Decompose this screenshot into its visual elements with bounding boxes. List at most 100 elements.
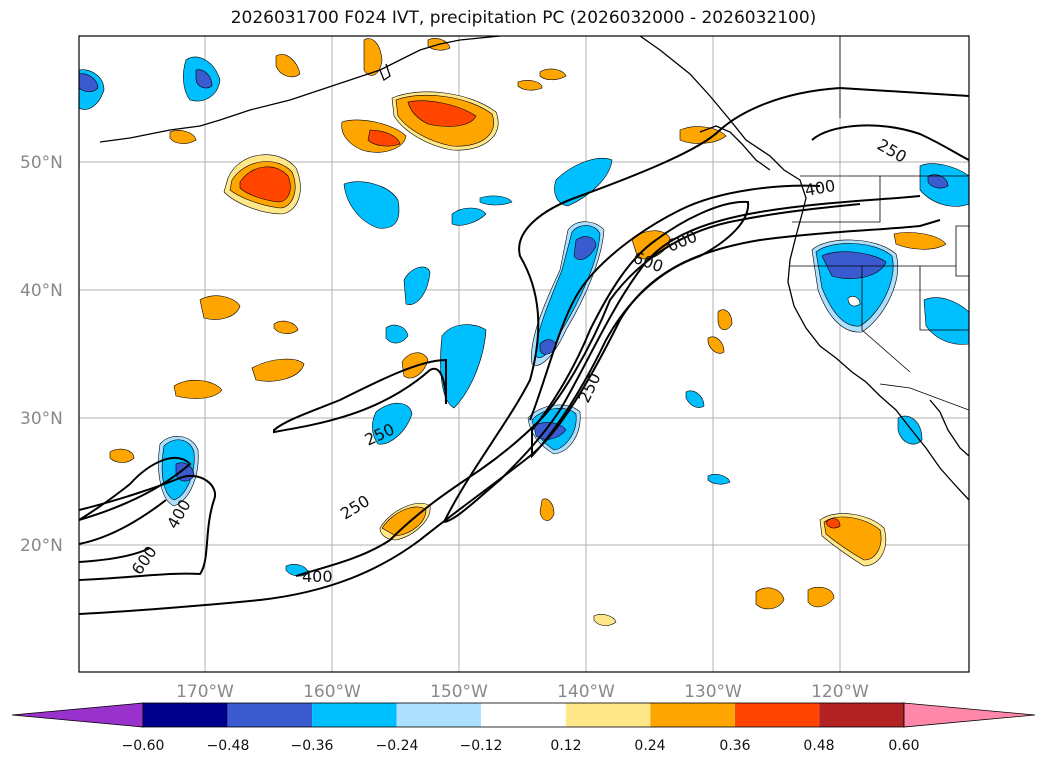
precip-pos-area	[367, 129, 401, 147]
colorbar-tick-label: −0.12	[460, 738, 503, 754]
us-state-border	[955, 225, 969, 277]
precip-neg-area	[685, 390, 705, 408]
colorbar-segment	[819, 703, 904, 727]
precip-neg-area	[440, 324, 487, 409]
colorbar-extension-high	[903, 702, 1036, 728]
ivt-contour-250	[79, 219, 941, 615]
precip-pos-area	[823, 516, 882, 561]
precip-neg-area	[897, 415, 923, 445]
colorbar-tick-label: −0.24	[376, 738, 419, 754]
us-state-border	[792, 176, 881, 223]
colorbar-tick-label: 0.60	[888, 738, 919, 754]
ivt-contour-250	[273, 358, 447, 434]
precip-neg-area	[195, 69, 213, 89]
precip-neg-area	[539, 339, 557, 355]
precip-neg-area	[79, 73, 99, 93]
colorbar-extension-low	[11, 702, 144, 728]
precip-neg-area	[821, 251, 887, 279]
us-mexico-border	[879, 383, 969, 411]
ivt-contour-250	[811, 124, 969, 161]
colorbar-tick-label: 0.48	[803, 738, 834, 754]
ivt-contour-400	[295, 203, 861, 577]
lon-label-170w: 170°W	[176, 682, 234, 702]
ivt-contour-400	[79, 475, 217, 581]
colorbar-tick-label: −0.48	[207, 738, 250, 754]
us-state-border	[861, 266, 911, 373]
latitude-labels: 50°N 40°N 30°N 20°N	[20, 153, 63, 556]
ivt-contour-400	[529, 184, 821, 421]
precip-neg-area	[573, 236, 597, 260]
colorbar-segments	[11, 702, 1036, 728]
precip-pos-area	[517, 80, 543, 91]
colorbar-segment	[227, 703, 313, 727]
alaska-peninsula-coast	[379, 63, 391, 81]
baja-coast	[929, 399, 969, 457]
colorbar-segment	[734, 703, 820, 727]
precip-neg-area	[372, 402, 413, 445]
precip-neg-area	[554, 157, 613, 207]
map-background	[79, 36, 969, 672]
us-state-border	[919, 266, 969, 331]
ivt-contour-600	[79, 547, 151, 563]
precip-neg-area	[385, 324, 409, 344]
precip-pos-area	[825, 518, 841, 529]
precip-pos-area	[239, 166, 291, 203]
lon-label-160w: 160°W	[303, 682, 361, 702]
precip-pos-area	[273, 320, 299, 334]
precip-pos-area	[717, 309, 733, 331]
colorbar-tick-label: 0.36	[719, 738, 750, 754]
alaska-panhandle-coast	[699, 125, 771, 171]
colorbar-tick-labels: −0.60 −0.48 −0.36 −0.24 −0.12 0.12 0.24 …	[122, 738, 920, 754]
political-borders	[790, 36, 969, 411]
colorbar-tick-label: −0.60	[122, 738, 165, 754]
precip-pos-area	[539, 68, 567, 81]
colorbar-segment	[650, 703, 735, 727]
colorbar-segment	[565, 703, 651, 727]
colorbar-segment	[312, 703, 397, 727]
precip-neg-area	[927, 174, 949, 189]
precip-pos-area	[407, 100, 477, 127]
precip-neg-area	[343, 181, 400, 229]
colorbar: −0.60 −0.48 −0.36 −0.24 −0.12 0.12 0.24 …	[11, 702, 1036, 754]
precip-pos-area	[893, 232, 947, 250]
ivt-contour-label: 400	[302, 567, 333, 586]
longitude-labels: 170°W 160°W 150°W 140°W 130°W 120°W	[176, 682, 869, 702]
ivt-contour-600	[531, 200, 750, 459]
ivt-contour-250	[443, 86, 969, 523]
precip-pos-area	[251, 358, 305, 382]
ivt-contour-250	[443, 195, 921, 523]
lat-label-50n: 50°N	[20, 153, 63, 173]
precip-pos-area	[173, 379, 223, 399]
ivt-contour-250	[79, 457, 192, 521]
lon-label-120w: 120°W	[811, 682, 869, 702]
coastlines	[99, 36, 969, 501]
precip-neg-area	[923, 297, 969, 345]
colorbar-tick-label: −0.36	[291, 738, 334, 754]
precip-pos-area	[707, 336, 725, 354]
colorbar-outline	[142, 702, 905, 728]
precip-pos-area	[109, 448, 135, 463]
map-title: 2026031700 F024 IVT, precipitation PC (2…	[230, 8, 817, 28]
precip-neg-area	[479, 195, 513, 206]
lon-label-130w: 130°W	[684, 682, 742, 702]
alaska-coast	[99, 36, 501, 143]
precip-pos-area	[381, 506, 427, 537]
precip-pos-area	[807, 586, 835, 608]
colorbar-segment	[396, 703, 482, 727]
ivt-contour-400	[79, 499, 167, 545]
precip-pos-area	[169, 130, 197, 144]
lon-label-140w: 140°W	[557, 682, 615, 702]
precip-neg-area	[707, 474, 731, 485]
colorbar-tick-label: 0.24	[634, 738, 665, 754]
lat-label-20n: 20°N	[20, 536, 63, 556]
precip-pos-area	[275, 54, 301, 78]
precip-neg-area	[847, 296, 861, 307]
map-frame	[78, 35, 970, 673]
ivt-contours	[79, 86, 969, 615]
colorbar-tick-label: 0.12	[550, 738, 581, 754]
lat-label-30n: 30°N	[20, 409, 63, 429]
precip-pos-area	[755, 587, 785, 610]
precip-pos-area	[539, 498, 555, 521]
precip-neg-area	[451, 207, 487, 226]
